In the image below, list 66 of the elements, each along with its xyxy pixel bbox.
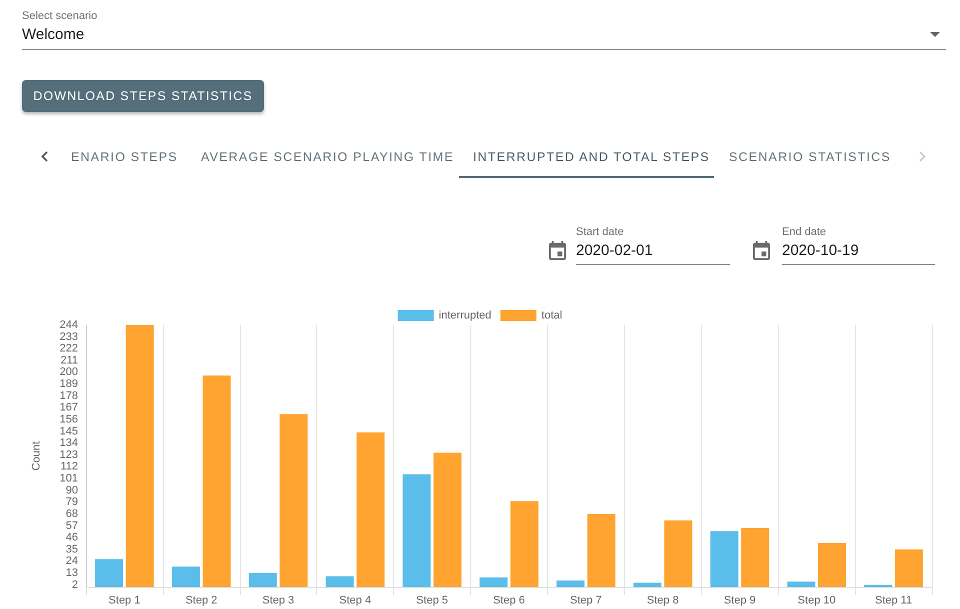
- text: INTERRUPTED AND TOTAL STEPS: [473, 149, 710, 165]
- x-tick-label: Step 3: [262, 594, 294, 606]
- y-tick-label: 156: [60, 413, 78, 426]
- date-field: Start date 2020-02-01: [576, 224, 730, 265]
- bar: [402, 474, 431, 587]
- bar: [248, 573, 277, 587]
- x-tick-label: Step 8: [646, 594, 679, 606]
- bar: [710, 531, 738, 587]
- x-tick-label: Step 7: [570, 594, 602, 606]
- y-tick-label: 200: [60, 366, 78, 378]
- x-tick-label: Step 5: [416, 594, 448, 606]
- bar: [95, 559, 124, 587]
- y-tick-label: 178: [60, 390, 78, 402]
- bar: [894, 549, 923, 587]
- y-tick-label: 123: [60, 448, 78, 461]
- y-tick-label: 46: [66, 532, 78, 544]
- y-tick-label: 211: [60, 354, 78, 366]
- bar: [326, 576, 354, 587]
- text: ENARIO STEPS: [71, 149, 178, 165]
- text: AVERAGE SCENARIO PLAYING TIME: [201, 149, 454, 165]
- bar: [172, 566, 200, 587]
- x-tick-label: Step 1: [108, 594, 140, 606]
- bar: [664, 520, 692, 587]
- y-tick-label: 79: [66, 496, 78, 508]
- y-tick-label: 68: [66, 508, 78, 520]
- bar: [510, 501, 538, 587]
- x-tick-label: Step 6: [493, 594, 525, 606]
- bar: [202, 375, 231, 587]
- bar: [126, 325, 154, 587]
- legend-label: interrupted: [438, 310, 492, 322]
- y-tick-label: 101: [60, 472, 78, 485]
- bar: [741, 528, 770, 587]
- y-tick-label: 112: [60, 460, 78, 473]
- date-field: End date 2020-10-19: [782, 224, 935, 265]
- y-tick-label: 189: [60, 378, 78, 390]
- select-field: Select scenario Welcome: [22, 8, 946, 50]
- text: SCENARIO STATISTICS: [729, 149, 891, 165]
- x-tick-label: Step 2: [185, 594, 218, 606]
- y-tick-label: 2: [72, 578, 78, 591]
- bar: [556, 580, 585, 587]
- y-tick-label: 244: [60, 319, 78, 331]
- y-tick-label: 134: [60, 437, 78, 450]
- bar: [480, 577, 508, 587]
- y-tick-label: 90: [66, 484, 78, 496]
- y-tick-label: 145: [60, 425, 78, 438]
- bar: [433, 452, 462, 587]
- y-tick-label: 24: [66, 555, 78, 568]
- bar: [818, 542, 846, 587]
- x-tick-label: Step 11: [874, 594, 912, 606]
- x-tick-label: Step 10: [798, 594, 836, 606]
- legend-label: total: [541, 310, 562, 322]
- y-tick-label: 233: [60, 330, 78, 343]
- bar: [356, 432, 385, 587]
- y-tick-label: 167: [60, 402, 78, 414]
- y-tick-label: 57: [66, 520, 78, 532]
- bar: [787, 582, 816, 587]
- y-tick-label: 13: [66, 567, 78, 580]
- bar: [587, 514, 616, 587]
- x-tick-label: Step 4: [339, 594, 372, 606]
- y-tick-label: 35: [66, 543, 78, 556]
- y-axis-title: Count: [30, 441, 42, 471]
- y-tick-label: 222: [60, 342, 78, 355]
- download-button: DOWNLOAD STEPS STATISTICS: [22, 80, 264, 112]
- x-tick-label: Step 9: [724, 594, 756, 606]
- bar: [280, 414, 308, 587]
- bar: [633, 582, 662, 587]
